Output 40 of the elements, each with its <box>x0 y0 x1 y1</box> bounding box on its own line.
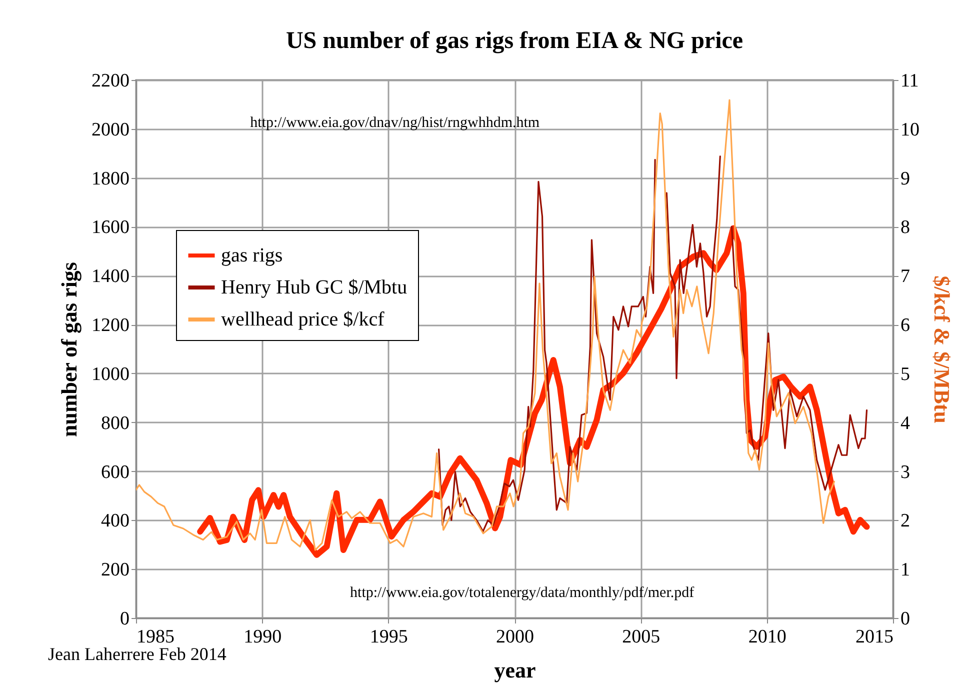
y2-tick-label: 7 <box>900 266 910 288</box>
y-tick-label: 1600 <box>92 217 130 238</box>
y2-tick-label: 3 <box>900 462 910 483</box>
annotation: http://www.eia.gov/totalenergy/data/monthly/pdf/mer.pdf <box>350 585 694 601</box>
y2-tick-label: 9 <box>900 168 910 190</box>
y2-tick-label: 0 <box>900 608 910 630</box>
x-tick-label: 2000 <box>496 626 534 648</box>
x-tick-label: 2010 <box>748 626 786 648</box>
legend-label: Henry Hub GC $/Mbtu <box>221 276 408 298</box>
line-series <box>136 99 836 551</box>
y-tick-label: 400 <box>101 510 130 532</box>
annotation: http://www.eia.gov/dnav/ng/hist/rngwhhdm.htm <box>250 115 540 131</box>
y-tick-label: 1400 <box>92 266 130 288</box>
y2-tick-label: 10 <box>900 119 920 140</box>
y2-tick-label: 1 <box>900 560 910 581</box>
x-tick-label: 1995 <box>370 626 408 648</box>
y-tick-label: 200 <box>101 560 130 581</box>
y2-tick-label: 6 <box>900 315 910 336</box>
y-tick-label: 600 <box>101 462 130 483</box>
y2-tick-label: 4 <box>900 412 910 434</box>
y-tick-label: 800 <box>101 412 130 434</box>
y-tick-label: 1200 <box>92 315 130 336</box>
y2-tick-label: 8 <box>900 217 910 238</box>
y-axis-title: number of gas rigs <box>56 262 82 437</box>
y-tick-label: 2200 <box>92 70 130 92</box>
y-tick-label: 0 <box>120 608 130 630</box>
x-tick-label: 2015 <box>856 626 894 648</box>
x-tick-label: 2005 <box>622 626 660 648</box>
y2-tick-label: 11 <box>900 70 919 92</box>
legend-label: wellhead price $/kcf <box>221 308 385 330</box>
x-tick-label: 1990 <box>244 626 282 648</box>
y-tick-label: 1800 <box>92 168 130 190</box>
y2-tick-label: 2 <box>900 510 910 532</box>
y2-tick-label: 5 <box>900 364 910 385</box>
x-axis-title: year <box>494 658 536 682</box>
y-tick-label: 1000 <box>92 364 130 385</box>
y-tick-label: 2000 <box>92 119 130 140</box>
chart-title: US number of gas rigs from EIA & NG price <box>286 28 744 54</box>
legend-label: gas rigs <box>221 244 283 266</box>
y2-axis-title: $/kcf & $/MBtu <box>930 276 954 424</box>
